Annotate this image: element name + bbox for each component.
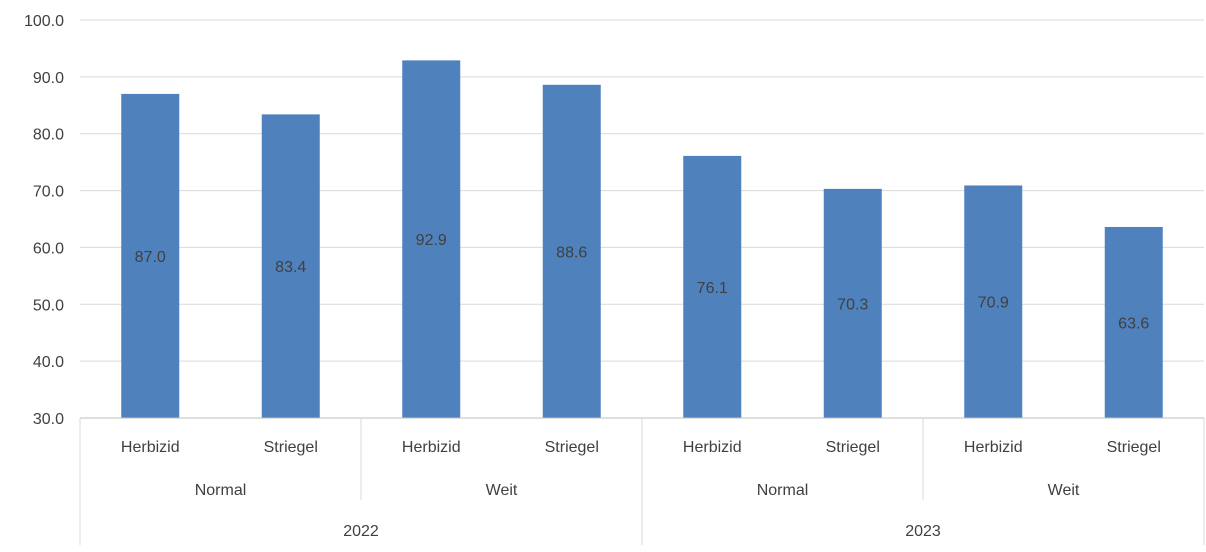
data-label: 76.1 (697, 280, 728, 297)
data-labels: 87.0 83.4 92.9 88.6 76.1 70.3 70.9 63.6 (135, 232, 1150, 332)
data-label: 87.0 (135, 249, 166, 266)
y-tick-label: 30.0 (33, 411, 64, 428)
x-year-label: 2023 (905, 523, 941, 540)
bar (964, 185, 1023, 418)
bar (402, 60, 461, 419)
bar (683, 155, 742, 419)
data-label: 92.9 (416, 232, 447, 249)
x-year-label: 2022 (343, 523, 379, 540)
x-group-label: Normal (757, 482, 809, 499)
y-tick-label: 80.0 (33, 127, 64, 144)
bars (121, 60, 1163, 419)
bar (542, 84, 601, 419)
data-label: 70.3 (837, 296, 868, 313)
x-category-label: Herbizid (402, 439, 461, 456)
data-label: 88.6 (556, 244, 587, 261)
x-category-label: Herbizid (121, 439, 180, 456)
gridlines (80, 19, 1204, 362)
x-group-label: Weit (1048, 482, 1080, 499)
x-category-label: Striegel (545, 439, 599, 456)
bar (121, 93, 180, 419)
y-tick-label: 40.0 (33, 354, 64, 371)
y-tick-label: 100.0 (24, 13, 64, 30)
bar (261, 114, 320, 418)
data-label: 83.4 (275, 259, 306, 276)
bar (1104, 226, 1163, 418)
y-tick-label: 50.0 (33, 297, 64, 314)
y-axis-tick-labels: 30.0 40.0 50.0 60.0 70.0 80.0 90.0 100.0 (24, 13, 64, 428)
x-category-label: Herbizid (683, 439, 742, 456)
y-tick-label: 90.0 (33, 70, 64, 87)
x-group-label: Normal (195, 482, 247, 499)
x-category-label: Herbizid (964, 439, 1023, 456)
bar (823, 188, 882, 418)
y-tick-label: 60.0 (33, 240, 64, 257)
x-category-label: Striegel (1107, 439, 1161, 456)
y-tick-label: 70.0 (33, 184, 64, 201)
x-axis: Herbizid Striegel Herbizid Striegel Herbizid… (79, 417, 1205, 545)
x-category-label: Striegel (264, 439, 318, 456)
data-label: 63.6 (1118, 315, 1149, 332)
x-category-label: Striegel (826, 439, 880, 456)
data-label: 70.9 (978, 295, 1009, 312)
x-group-label: Weit (486, 482, 518, 499)
